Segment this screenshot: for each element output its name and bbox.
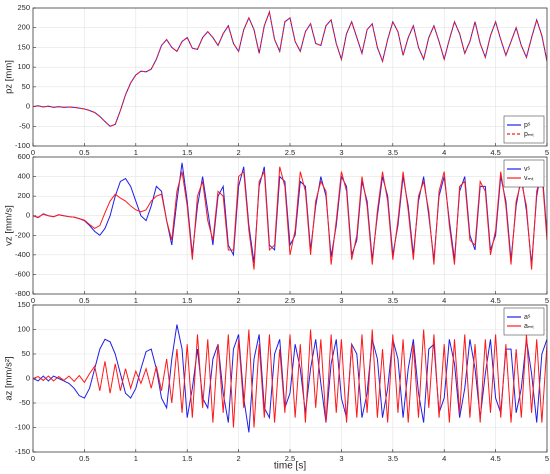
series-line	[33, 10, 547, 127]
y-tick-label: 0	[26, 373, 30, 382]
x-tick-label: 5	[545, 296, 549, 305]
x-tick-label: 1	[134, 454, 138, 463]
y-tick-label: 200	[17, 23, 30, 32]
y-axis-label: vz [mm/s]	[4, 205, 15, 246]
y-tick-label: 600	[17, 152, 30, 161]
x-tick-label: 3.5	[388, 148, 398, 157]
y-axis-label: az [mm/s²]	[4, 356, 15, 400]
y-tick-label: 200	[17, 191, 30, 200]
x-tick-label: 3.5	[388, 454, 398, 463]
y-tick-label: 0	[26, 211, 30, 220]
x-tick-label: 4	[442, 148, 446, 157]
x-tick-label: 1.5	[182, 454, 192, 463]
legend-label: aₘₜ	[524, 323, 534, 330]
series-line	[33, 166, 547, 270]
x-tick-label: 1	[134, 296, 138, 305]
x-tick-label: 2.5	[285, 148, 295, 157]
x-tick-label: 4.5	[490, 296, 500, 305]
x-tick-label: 4.5	[490, 148, 500, 157]
x-tick-label: 3	[339, 296, 343, 305]
x-tick-label: 0.5	[79, 296, 89, 305]
legend-box	[503, 115, 545, 144]
x-tick-label: 2	[237, 148, 241, 157]
y-tick-label: 150	[17, 42, 30, 51]
legend: pˢ pₘₜ	[503, 115, 545, 144]
y-tick-label: -800	[15, 289, 30, 298]
y-tick-label: 250	[17, 3, 30, 12]
y-tick-label: -600	[15, 269, 30, 278]
x-tick-label: 4	[442, 454, 446, 463]
legend-label: vₘₜ	[524, 175, 534, 182]
y-tick-label: 100	[17, 324, 30, 333]
y-axis-label: pz [mm]	[4, 60, 15, 94]
y-tick-label: -400	[15, 250, 30, 259]
x-tick-label: 3	[339, 148, 343, 157]
legend: vˢ vₘₜ	[503, 159, 545, 188]
x-tick-label: 0.5	[79, 148, 89, 157]
legend-label: vˢ	[524, 166, 531, 173]
series-line	[33, 162, 547, 265]
y-tick-label: -150	[15, 447, 30, 456]
x-tick-label: 1	[134, 148, 138, 157]
x-tick-label: 1.5	[182, 296, 192, 305]
y-tick-label: -50	[19, 121, 30, 130]
x-tick-label: 0	[31, 148, 35, 157]
y-tick-label: 0	[26, 102, 30, 111]
x-tick-label: 5	[545, 454, 549, 463]
x-tick-label: 0	[31, 296, 35, 305]
legend-label: pₘₜ	[524, 131, 534, 138]
y-tick-label: 50	[22, 82, 30, 91]
y-tick-label: -50	[19, 398, 30, 407]
y-tick-label: -100	[15, 141, 30, 150]
x-tick-label: 5	[545, 148, 549, 157]
x-tick-label: 1.5	[182, 148, 192, 157]
y-tick-label: 400	[17, 172, 30, 181]
x-tick-label: 2	[237, 296, 241, 305]
axes-box	[32, 304, 548, 453]
series-line	[33, 324, 547, 433]
axes-box	[32, 156, 548, 295]
x-tick-label: 3.5	[388, 296, 398, 305]
x-tick-label: 4.5	[490, 454, 500, 463]
x-tick-label: 0	[31, 454, 35, 463]
y-tick-label: 100	[17, 62, 30, 71]
legend: aˢ aₘₜ	[503, 307, 545, 336]
y-tick-label: -100	[15, 422, 30, 431]
x-axis-label: time [s]	[274, 461, 306, 472]
legend-label: aˢ	[524, 314, 531, 321]
y-tick-label: -200	[15, 230, 30, 239]
x-tick-label: 2.5	[285, 454, 295, 463]
axes-box	[32, 7, 548, 147]
x-tick-label: 0.5	[79, 454, 89, 463]
x-tick-label: 2.5	[285, 296, 295, 305]
legend-box	[503, 159, 545, 188]
x-tick-label: 2	[237, 454, 241, 463]
series-line	[33, 329, 547, 428]
legend-box	[503, 307, 545, 336]
x-tick-label: 3	[339, 454, 343, 463]
x-tick-label: 4	[442, 296, 446, 305]
legend-label: pˢ	[524, 122, 531, 129]
y-tick-label: 150	[17, 300, 30, 309]
y-tick-label: 50	[22, 349, 30, 358]
